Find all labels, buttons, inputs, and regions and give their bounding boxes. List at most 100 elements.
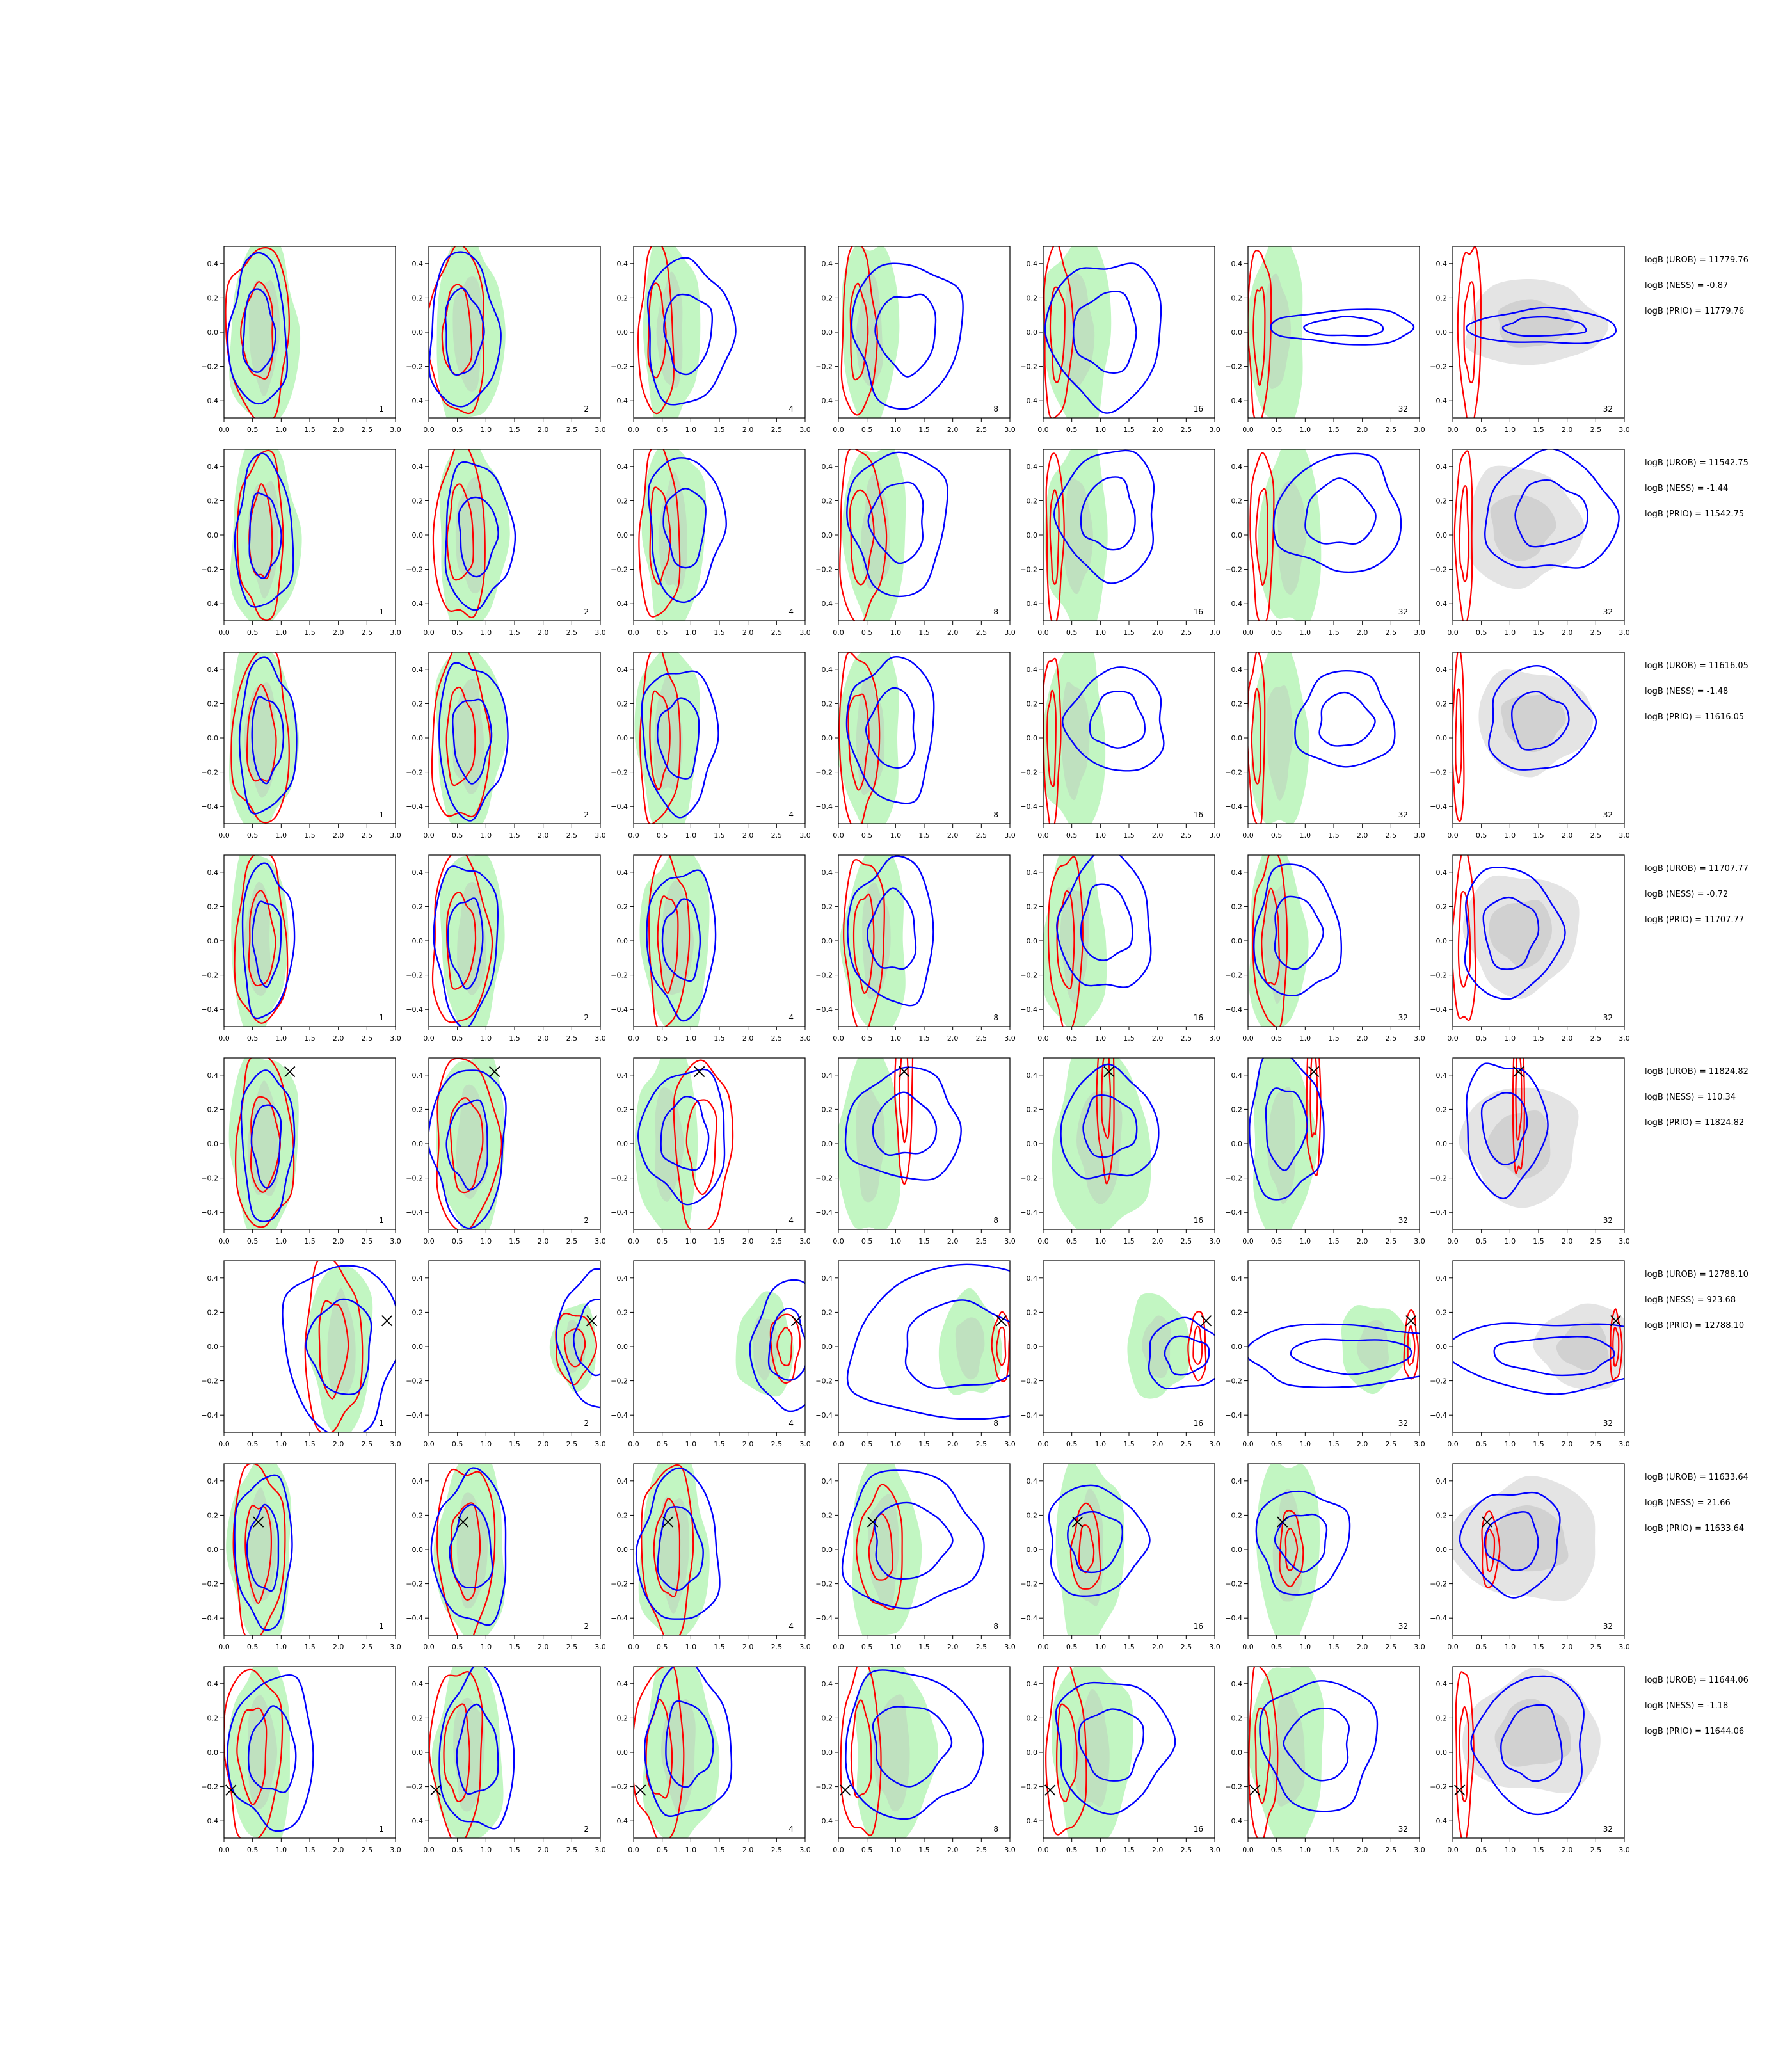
x-tick-label: 0.0 (423, 1237, 435, 1245)
panel-count-label: 1 (379, 1622, 384, 1631)
panel-r1-c5: 0.0 0.5 1.0 1.5 2.0 2.5 3.0 0.4 0.2 0.0 −0.2 −0.4 16 (1020, 246, 1220, 434)
panel-count-label: 32 (1603, 607, 1613, 616)
x-tick-label: 2.0 (1152, 1643, 1164, 1651)
x-tick-label: 2.5 (362, 1034, 373, 1043)
x-tick-label: 3.0 (1619, 1846, 1630, 1854)
y-tick-label: 0.2 (822, 1105, 833, 1114)
panel-r7-c6: 0.0 0.5 1.0 1.5 2.0 2.5 3.0 0.4 0.2 0.0 −0.2 −0.4 32 (1225, 1463, 1425, 1651)
panel-r5-c6: 0.0 0.5 1.0 1.5 2.0 2.5 3.0 0.4 0.2 0.0 −0.2 −0.4 32 (1225, 1057, 1425, 1245)
blue-contour-inner (447, 897, 484, 990)
gray-density-core (1271, 1690, 1306, 1807)
y-tick-label: 0.0 (1231, 1343, 1243, 1351)
x-tick-label: 0.0 (423, 1440, 435, 1448)
x-tick-label: 0.5 (1271, 628, 1283, 637)
red-contour-outer (1453, 855, 1476, 1021)
red-contour-outer (1512, 1058, 1525, 1174)
x-tick-label: 2.0 (1562, 1440, 1573, 1448)
panel-contours (841, 1464, 985, 1635)
y-tick-label: 0.2 (822, 1511, 833, 1519)
x-tick-label: 3.0 (1209, 1846, 1220, 1854)
x-tick-label: 0.0 (1447, 1440, 1459, 1448)
x-marker (840, 1784, 851, 1796)
y-tick-label: −0.2 (1020, 972, 1037, 980)
x-tick-label: 1.5 (304, 628, 316, 637)
x-marker (1103, 1066, 1115, 1078)
x-tick-label: 0.0 (833, 1846, 844, 1854)
blue-contour-inner (874, 1501, 954, 1580)
x-tick-label: 3.0 (1209, 1643, 1220, 1651)
x-tick-label: 3.0 (799, 1643, 811, 1651)
blue-contour-inner (1303, 316, 1384, 337)
x-tick-label: 0.0 (218, 426, 230, 434)
x-tick-label: 2.5 (566, 1237, 578, 1245)
gray-density-core (456, 1492, 488, 1609)
red-contour-inner (1078, 1524, 1095, 1574)
red-contour-inner (849, 282, 869, 381)
x-tick-label: 2.5 (566, 1034, 578, 1043)
x-tick-label: 2.0 (538, 1440, 549, 1448)
x-marker (662, 1516, 674, 1528)
x-tick-label: 2.5 (1590, 628, 1602, 637)
x-tick-label: 1.0 (1095, 1643, 1107, 1651)
y-tick-label: −0.2 (406, 972, 423, 980)
x-tick-label: 3.0 (595, 1846, 606, 1854)
x-tick-label: 2.5 (771, 1034, 783, 1043)
y-tick-label: 0.2 (207, 902, 219, 911)
x-marker (1481, 1516, 1493, 1528)
x-tick-label: 0.0 (1037, 426, 1049, 434)
green-density (1248, 1667, 1324, 1838)
x-marker (225, 1784, 237, 1796)
panel-r5-c7: 0.0 0.5 1.0 1.5 2.0 2.5 3.0 0.4 0.2 0.0 −0.2 −0.4 32 (1430, 1057, 1630, 1245)
blue-contour-inner (872, 1091, 938, 1156)
panel-r6-c4: 0.0 0.5 1.0 1.5 2.0 2.5 3.0 0.4 0.2 0.0 −0.2 −0.4 8 (815, 1260, 1016, 1448)
panel-contours (1248, 652, 1396, 824)
green-density (431, 1667, 504, 1838)
logb-annotation: logB (PRIO) = 11707.77 (1645, 915, 1744, 925)
x-tick-label: 1.5 (1123, 628, 1135, 637)
x-tick-label: 1.5 (918, 1846, 930, 1854)
x-tick-label: 0.0 (218, 831, 230, 840)
gray-density-core (248, 1695, 278, 1810)
y-tick-label: 0.2 (822, 294, 833, 302)
red-contour-inner (1457, 891, 1471, 988)
x-tick-label: 2.0 (1357, 1237, 1368, 1245)
panel-count-label: 32 (1398, 810, 1408, 819)
red-contour-outer (429, 246, 484, 415)
y-tick-label: −0.2 (1225, 769, 1242, 777)
x-tick-label: 2.0 (1357, 1034, 1368, 1043)
x-tick-label: 0.0 (1242, 1237, 1254, 1245)
y-tick-label: 0.4 (617, 260, 628, 268)
blue-contour-inner (251, 696, 285, 785)
blue-contour-outer (1044, 262, 1162, 414)
red-contour-inner (1056, 890, 1075, 990)
panel-contours (1043, 246, 1162, 418)
panel-r7-c4: 0.0 0.5 1.0 1.5 2.0 2.5 3.0 0.4 0.2 0.0 −0.2 −0.4 8 (815, 1463, 1016, 1651)
red-contour-outer (637, 246, 675, 415)
gray-density (1478, 669, 1594, 778)
blue-contour-outer (845, 656, 935, 804)
panel-contours (1459, 1058, 1579, 1208)
panel-count-label: 1 (379, 1013, 384, 1022)
x-tick-label: 1.0 (1300, 1237, 1311, 1245)
panel-contours (1453, 449, 1620, 621)
x-tick-label: 2.0 (742, 1034, 754, 1043)
panel-contours (1044, 449, 1155, 621)
x-tick-label: 2.5 (1386, 426, 1397, 434)
x-tick-label: 1.0 (890, 1643, 902, 1651)
panel-count-label: 1 (379, 1216, 384, 1225)
red-contour-inner (1459, 485, 1469, 582)
red-contour-inner (868, 1513, 894, 1581)
panel-contours (1249, 449, 1402, 621)
y-tick-label: 0.0 (1027, 531, 1038, 540)
x-tick-label: 0.0 (1447, 628, 1459, 637)
x-tick-label: 0.0 (218, 628, 230, 637)
x-tick-label: 3.0 (1004, 1440, 1016, 1448)
y-tick-label: 0.0 (1436, 1748, 1448, 1757)
blue-contour-inner (767, 1308, 805, 1381)
y-tick-label: 0.2 (1027, 902, 1038, 911)
x-marker (489, 1066, 500, 1078)
x-marker (1513, 1066, 1524, 1078)
x-tick-label: 1.5 (714, 831, 725, 840)
y-tick-label: 0.0 (1231, 328, 1243, 337)
y-tick-label: −0.4 (1225, 1411, 1242, 1420)
